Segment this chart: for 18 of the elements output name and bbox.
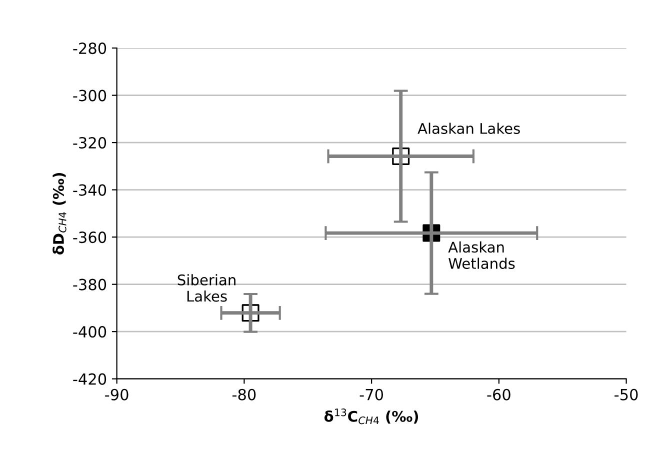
- x-tick-label: -50: [614, 388, 638, 400]
- y-tick-label: -280: [73, 42, 106, 54]
- series-label: Alaskan Wetlands: [448, 241, 515, 270]
- x-tick-label: -90: [105, 388, 128, 400]
- y-tick-label: -380: [73, 278, 106, 290]
- x-tick-label: -80: [232, 388, 256, 400]
- x-tick-label: -70: [360, 388, 384, 400]
- series-label: Alaskan Lakes: [418, 122, 520, 134]
- y-axis-title: δD$_{CH4}$ (‰): [52, 173, 66, 255]
- y-tick-label: -340: [73, 184, 106, 196]
- y-tick-label: -420: [73, 373, 106, 385]
- series-label: Siberian Lakes: [178, 274, 236, 302]
- x-axis-title: δ$^{13}$C$_{CH4}$ (‰): [324, 408, 418, 424]
- y-tick-label: -320: [73, 137, 106, 149]
- y-tick-label: -300: [73, 90, 106, 102]
- y-tick-label: -360: [73, 232, 106, 244]
- y-tick-label: -400: [73, 326, 106, 338]
- x-tick-label: -60: [487, 388, 510, 400]
